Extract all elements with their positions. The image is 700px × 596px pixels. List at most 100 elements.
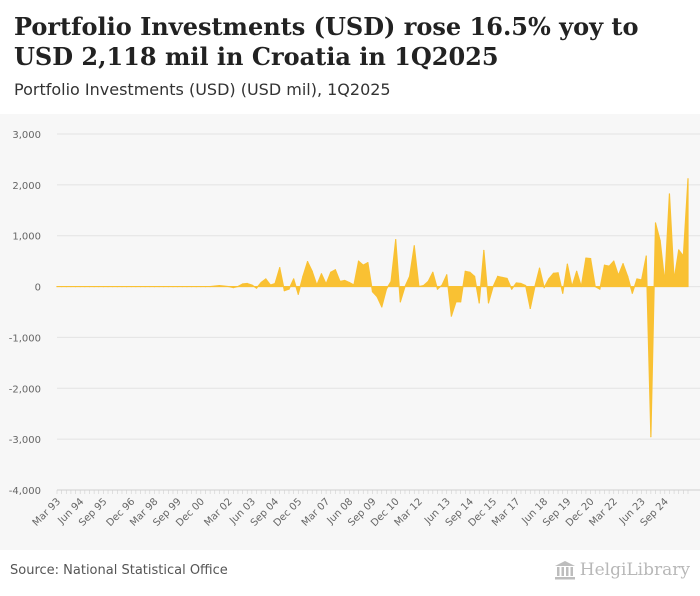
- data-point: [177, 285, 179, 288]
- y-tick-label: 1,000: [12, 232, 41, 243]
- data-point: [158, 285, 160, 288]
- data-point: [144, 285, 146, 288]
- data-point: [218, 284, 220, 287]
- data-point: [330, 271, 332, 273]
- data-point: [255, 287, 258, 289]
- data-point: [339, 280, 341, 283]
- data-point: [552, 272, 555, 274]
- data-point: [344, 279, 346, 282]
- data-point: [641, 279, 643, 281]
- data-point: [622, 263, 624, 265]
- data-point: [362, 264, 364, 266]
- data-point: [223, 285, 225, 287]
- data-point: [265, 278, 267, 280]
- data-point: [455, 301, 457, 303]
- library-building-icon: [554, 561, 575, 580]
- data-point: [497, 275, 499, 277]
- data-point: [311, 270, 313, 272]
- data-point: [538, 267, 541, 269]
- data-point: [450, 315, 452, 317]
- data-point: [566, 263, 568, 265]
- x-tick-label: Mar 02: [202, 496, 234, 528]
- data-point: [190, 285, 193, 288]
- data-point: [645, 255, 647, 257]
- data-point: [409, 275, 411, 277]
- helgi-library-logo[interactable]: HelgiLibrary: [554, 560, 690, 580]
- data-point: [112, 285, 114, 288]
- data-point: [520, 282, 522, 285]
- data-point: [432, 271, 434, 273]
- data-point: [269, 284, 272, 286]
- data-point: [562, 292, 564, 294]
- logo-text: HelgiLibrary: [579, 560, 690, 580]
- data-point: [306, 261, 309, 263]
- y-tick-label: -4,000: [9, 486, 41, 497]
- data-point: [381, 306, 383, 308]
- data-point: [571, 285, 573, 288]
- data-point: [186, 285, 188, 288]
- data-point: [483, 249, 485, 252]
- data-point: [251, 284, 253, 286]
- y-tick-label: 2,000: [12, 181, 41, 192]
- data-point: [74, 285, 77, 288]
- data-point: [390, 280, 392, 283]
- data-point: [84, 285, 86, 288]
- data-point: [404, 285, 406, 288]
- data-point: [79, 285, 81, 288]
- y-tick-label: -1,000: [9, 333, 41, 344]
- data-point: [353, 284, 355, 286]
- data-point: [511, 288, 513, 290]
- data-point: [617, 274, 620, 276]
- data-point: [548, 278, 550, 280]
- data-point: [613, 260, 615, 262]
- data-point: [473, 275, 476, 277]
- data-point: [357, 260, 360, 262]
- data-point: [98, 285, 100, 288]
- data-point: [246, 282, 248, 285]
- data-point: [88, 285, 91, 288]
- data-point: [237, 285, 239, 288]
- data-point: [478, 302, 480, 304]
- data-point: [367, 262, 369, 264]
- data-point: [316, 284, 318, 286]
- data-point: [395, 239, 397, 241]
- data-point: [293, 278, 295, 280]
- data-point: [274, 282, 276, 285]
- data-point: [492, 285, 494, 288]
- data-point: [139, 285, 142, 288]
- y-tick-label: 0: [35, 283, 41, 294]
- data-point: [650, 436, 652, 438]
- data-point: [427, 280, 429, 283]
- data-point: [678, 249, 680, 251]
- data-point: [515, 282, 517, 284]
- data-point: [668, 193, 671, 195]
- data-point: [209, 285, 211, 288]
- portfolio-investments-area: [56, 178, 689, 438]
- data-point: [585, 257, 587, 259]
- data-point: [557, 272, 559, 274]
- data-point: [589, 258, 592, 260]
- data-point: [283, 290, 285, 292]
- data-point: [65, 285, 67, 288]
- data-point: [107, 285, 109, 288]
- data-point: [664, 281, 666, 284]
- data-point: [56, 285, 58, 288]
- data-point: [260, 281, 262, 284]
- x-tick-label: Mar 93: [31, 496, 63, 528]
- data-point: [348, 281, 350, 284]
- data-point: [334, 269, 336, 271]
- data-point: [627, 275, 629, 277]
- data-point: [163, 285, 165, 288]
- data-point: [413, 245, 415, 247]
- data-point: [654, 222, 657, 224]
- data-point: [529, 307, 531, 310]
- data-point: [464, 270, 466, 272]
- data-point: [130, 285, 132, 288]
- y-tick-label: -2,000: [9, 384, 41, 395]
- data-point: [279, 267, 281, 269]
- data-point: [320, 273, 323, 275]
- data-point: [594, 285, 596, 288]
- data-point: [61, 285, 63, 288]
- data-point: [376, 296, 378, 298]
- data-point: [580, 285, 582, 288]
